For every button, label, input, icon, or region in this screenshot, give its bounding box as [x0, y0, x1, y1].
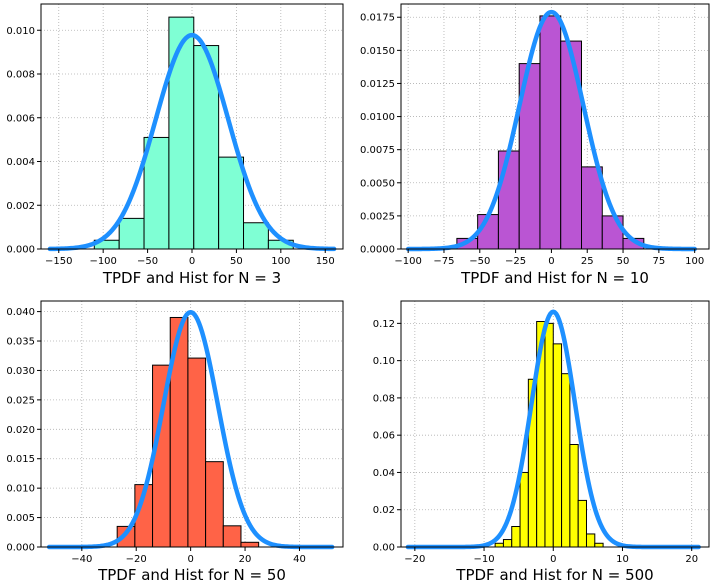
histogram-bar: [519, 471, 529, 548]
x-tick-label: 100: [685, 256, 704, 267]
x-tick-label: 20: [239, 554, 252, 565]
histogram-bar: [585, 533, 596, 548]
histogram-bar: [243, 222, 269, 250]
y-tick-label: 0.035: [6, 337, 35, 348]
x-tick-label: 20: [685, 554, 698, 565]
histogram-bar: [494, 542, 504, 548]
x-tick-label: 0: [189, 256, 195, 267]
x-tick-label: −25: [505, 256, 526, 267]
pdf-curve: [47, 32, 337, 252]
x-tick-label: −20: [126, 554, 147, 565]
x-tick-label: 100: [271, 256, 290, 267]
x-axis-label: TPDF and Hist for N = 3: [102, 269, 281, 287]
y-tick-label: 0.025: [6, 395, 35, 406]
y-tick-label: 0.008: [6, 70, 35, 81]
x-axis-label: TPDF and Hist for N = 10: [460, 269, 649, 287]
y-tick-label: 0.0175: [360, 13, 395, 24]
x-tick-label: −50: [469, 256, 490, 267]
histogram-bar: [511, 526, 521, 548]
y-tick-label: 0.0050: [360, 178, 395, 189]
plot-layer: −40 −20 0 20 40 0.000 0.005 0.010 0.015 0.020 0.02…: [6, 300, 344, 565]
x-tick-label: −40: [71, 554, 92, 565]
histogram-bar: [560, 40, 583, 250]
pdf-curve: [46, 309, 335, 550]
histogram-bar: [168, 16, 195, 250]
x-tick-label: −10: [474, 554, 495, 565]
x-tick-label: 40: [293, 554, 306, 565]
y-tick-label: 0.040: [6, 307, 35, 318]
histogram-bar: [539, 15, 562, 250]
x-tick-label: 75: [652, 256, 665, 267]
y-tick-label: 0.0100: [360, 112, 395, 123]
x-tick-label: 25: [581, 256, 594, 267]
y-tick-label: 0.12: [373, 319, 395, 330]
histogram-bar: [502, 539, 513, 548]
y-tick-label: 0.0125: [360, 79, 395, 90]
x-tick-label: 10: [616, 554, 629, 565]
x-tick-label: −100: [89, 256, 116, 267]
x-tick-label: 50: [617, 256, 630, 267]
y-tick-label: 0.004: [6, 157, 35, 168]
y-tick-label: 0.10: [373, 356, 395, 367]
y-tick-label: 0.000: [6, 245, 35, 256]
y-tick-label: 0.010: [6, 26, 35, 37]
plot-layer: −20 −10 0 10 20 0.00 0.02 0.04 0.06 0.08 0.10 0.12: [373, 300, 710, 565]
y-tick-label: 0.000: [6, 543, 35, 554]
x-tick-label: −100: [394, 256, 421, 267]
histogram-bar: [594, 542, 604, 548]
histogram-bar: [240, 541, 260, 548]
y-tick-label: 0.0150: [360, 46, 395, 57]
histogram-bar: [577, 499, 587, 548]
histogram-bar: [187, 357, 207, 548]
histogram-bar: [497, 150, 520, 250]
y-tick-label: 0.020: [6, 425, 35, 436]
subplot-n500: −20 −10 0 10 200.000.020.040.060.080.100.12 …: [373, 300, 710, 583]
y-tick-label: 0.06: [373, 431, 395, 442]
histogram-bar: [552, 343, 563, 548]
x-axis-label: TPDF and Hist for N = 500: [455, 566, 653, 583]
x-tick-label: 50: [230, 256, 243, 267]
y-tick-label: 0.005: [6, 513, 35, 524]
histogram-bar: [561, 373, 571, 548]
y-tick-label: 0.0025: [360, 211, 395, 222]
histogram-bar: [205, 461, 224, 548]
axes-frame: [400, 3, 710, 250]
y-tick-label: 0.0075: [360, 145, 395, 156]
x-tick-label: −20: [404, 554, 425, 565]
x-tick-label: −75: [433, 256, 454, 267]
subplot-n3: −150 −100 −50 0 50 100 150 0.000 0.002 0.004 0.006…: [6, 3, 344, 287]
plot-layer: −150 −100 −50 0 50 100 150 0.000 0.002 0.004 0.006…: [6, 3, 344, 267]
axes-frame: [40, 300, 344, 548]
histogram-bar: [118, 217, 145, 250]
plot-layer: −100 −75 −50 −25 0 25 50 75 100 0.0000 0.0025 0.005…: [360, 3, 710, 267]
subplot-n10: −100 −75 −50 −25 0 25 50 75 100 0.0000 0.0025 0.005…: [360, 3, 710, 287]
x-tick-label: 0: [187, 554, 193, 565]
x-axis-label: TPDF and Hist for N = 50: [97, 566, 286, 583]
y-tick-label: 0.030: [6, 366, 35, 377]
y-tick-label: 0.0000: [360, 245, 395, 256]
histogram-bar: [544, 322, 554, 548]
x-tick-label: −150: [45, 256, 72, 267]
axes-frame: [400, 300, 710, 548]
pdf-curve: [405, 9, 697, 252]
x-tick-label: 0: [548, 256, 554, 267]
y-tick-label: 0.02: [373, 505, 395, 516]
y-tick-label: 0.00: [373, 543, 395, 554]
x-tick-label: 0: [550, 554, 556, 565]
x-tick-label: −50: [137, 256, 158, 267]
y-tick-label: 0.002: [6, 201, 35, 212]
histogram-bar: [218, 156, 245, 250]
y-tick-label: 0.010: [6, 484, 35, 495]
y-tick-label: 0.006: [6, 113, 35, 124]
x-tick-label: 150: [316, 256, 335, 267]
y-tick-label: 0.04: [373, 468, 395, 479]
subplot-n50: −40 −20 0 20 40 0.000 0.005 0.010 0.015 0.020 0.02…: [6, 300, 344, 583]
histogram-bar: [222, 525, 242, 548]
histogram-bar: [569, 444, 579, 548]
y-tick-label: 0.015: [6, 454, 35, 465]
y-tick-label: 0.08: [373, 393, 395, 404]
